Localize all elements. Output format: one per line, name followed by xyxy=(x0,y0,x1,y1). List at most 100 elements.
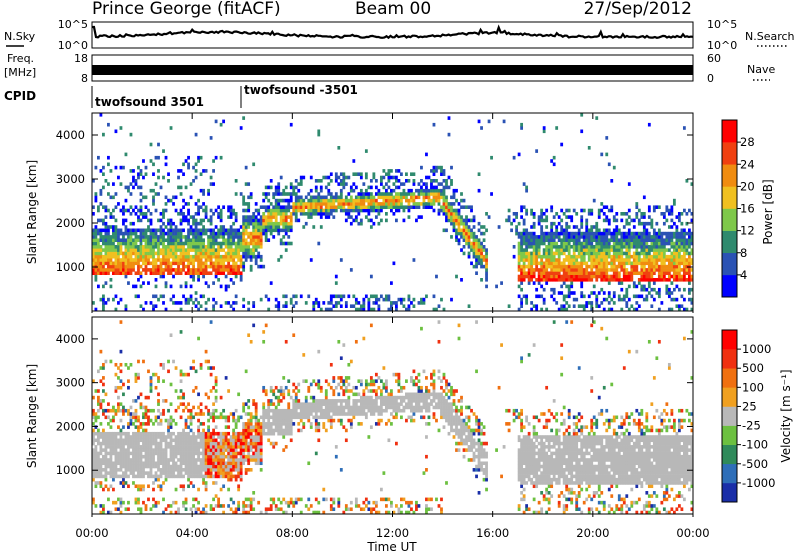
heatmap-cell xyxy=(585,235,589,239)
heatmap-cell xyxy=(234,477,238,482)
heatmap-cell xyxy=(207,238,210,242)
heatmap-cell xyxy=(157,445,160,449)
heatmap-cell xyxy=(149,261,153,266)
heatmap-cell xyxy=(249,258,253,262)
heatmap-cell xyxy=(665,238,669,242)
heatmap-cell xyxy=(327,202,331,206)
heatmap-cell xyxy=(442,208,446,213)
heatmap-cell xyxy=(209,248,213,252)
heatmap-cell xyxy=(359,202,363,206)
heatmap-cell xyxy=(217,454,221,459)
heatmap-cell xyxy=(209,461,213,466)
colorbar-tick-label: 4 xyxy=(740,268,747,282)
heatmap-cell xyxy=(367,202,371,206)
heatmap-cell xyxy=(159,235,163,239)
heatmap-cell xyxy=(129,464,133,469)
heatmap-cell xyxy=(665,278,669,282)
heatmap-cell xyxy=(192,458,195,462)
colorbar-tick-label: 24 xyxy=(740,157,755,171)
heatmap-cell xyxy=(167,258,170,262)
heatmap-cell xyxy=(207,248,210,252)
heatmap-cell xyxy=(625,235,629,239)
heatmap-cell xyxy=(567,261,571,266)
heatmap-cell xyxy=(227,389,231,393)
heatmap-cell xyxy=(177,441,180,446)
heatmap-cell xyxy=(257,231,261,236)
heatmap-cell xyxy=(149,445,153,449)
heatmap-cell xyxy=(665,241,669,246)
heatmap-cell xyxy=(354,215,358,219)
heatmap-cell xyxy=(142,428,145,433)
heatmap-cell xyxy=(192,438,195,443)
heatmap-cell xyxy=(289,225,293,229)
heatmap-cell xyxy=(520,215,524,219)
heatmap-cell xyxy=(242,451,246,456)
heatmap-cell xyxy=(107,422,110,426)
heatmap-cell xyxy=(384,212,388,216)
heatmap-cell xyxy=(352,205,356,209)
heatmap-cell xyxy=(119,297,123,302)
heatmap-cell xyxy=(127,445,130,449)
heatmap-cell xyxy=(162,301,165,305)
heatmap-cell xyxy=(359,195,363,200)
heatmap-cell xyxy=(139,238,143,242)
heatmap-cell xyxy=(582,241,586,246)
heatmap-cell xyxy=(109,468,113,472)
heatmap-cell xyxy=(359,192,363,196)
heatmap-cell xyxy=(167,431,170,436)
heatmap-cell xyxy=(194,225,198,229)
heatmap-cell xyxy=(620,258,624,262)
heatmap-cell xyxy=(239,231,243,236)
heatmap-cell xyxy=(620,241,624,246)
heatmap-cell xyxy=(119,464,123,469)
heatmap-cell xyxy=(257,245,261,249)
heatmap-cell xyxy=(467,238,471,242)
heatmap-cell xyxy=(164,248,168,252)
heatmap-cell xyxy=(542,231,546,236)
heatmap-cell xyxy=(580,294,584,299)
heatmap-cell xyxy=(545,281,549,285)
heatmap-cell xyxy=(227,268,231,272)
heatmap-cell xyxy=(179,169,183,173)
heatmap-cell xyxy=(197,231,200,236)
heatmap-cell xyxy=(425,195,428,200)
heatmap-cell xyxy=(342,202,346,206)
heatmap-cell xyxy=(177,175,180,180)
heatmap-cell xyxy=(242,425,246,429)
heatmap-cell xyxy=(209,320,213,324)
heatmap-cell xyxy=(440,205,443,209)
heatmap-cell xyxy=(127,258,130,262)
heatmap-cell xyxy=(157,235,160,239)
heatmap-cell xyxy=(687,291,691,295)
heatmap-cell xyxy=(625,301,629,305)
heatmap-cell xyxy=(517,294,521,299)
heatmap-cell xyxy=(670,274,674,279)
heatmap-cell xyxy=(660,301,664,305)
heatmap-cell xyxy=(107,297,110,302)
heatmap-cell xyxy=(477,221,481,226)
heatmap-cell xyxy=(392,301,396,305)
heatmap-cell xyxy=(177,264,180,269)
heatmap-cell xyxy=(144,435,148,439)
heatmap-cell xyxy=(535,245,539,249)
heatmap-cell xyxy=(622,264,626,269)
heatmap-cell xyxy=(319,205,323,209)
heatmap-cell xyxy=(224,464,228,469)
heatmap-cell xyxy=(527,238,531,242)
heatmap-cell xyxy=(630,254,634,259)
heatmap-cell xyxy=(667,264,671,269)
heatmap-cell xyxy=(159,445,163,449)
heatmap-cell xyxy=(234,418,238,423)
heatmap-cell xyxy=(242,238,246,242)
heatmap-cell xyxy=(517,241,521,246)
heatmap-cell xyxy=(374,297,378,302)
heatmap-cell xyxy=(605,261,609,266)
heatmap-cell xyxy=(367,307,371,311)
heatmap-cell xyxy=(372,208,376,213)
heatmap-cell xyxy=(632,307,636,311)
heatmap-cell xyxy=(189,428,193,433)
heatmap-cell xyxy=(202,228,205,233)
heatmap-cell xyxy=(339,304,343,308)
heatmap-cell xyxy=(450,218,453,223)
